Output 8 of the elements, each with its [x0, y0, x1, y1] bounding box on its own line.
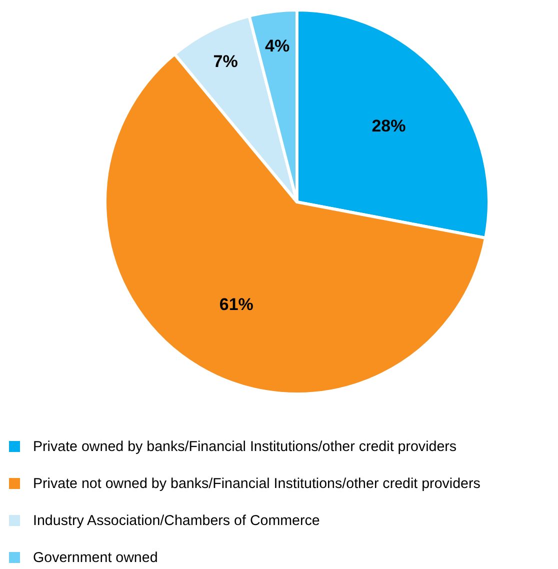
data-label: 28% — [372, 116, 406, 136]
legend-label: Private not owned by banks/Financial Institutions/other credit providers — [33, 476, 480, 492]
data-label: 7% — [213, 52, 238, 72]
data-label: 61% — [219, 294, 254, 314]
legend-label: Industry Association/Chambers of Commerce — [33, 513, 320, 529]
data-label: 4% — [264, 36, 290, 56]
legend-label: Private owned by banks/Financial Institutions/other credit providers — [33, 439, 457, 455]
legend-label: Government owned — [33, 550, 158, 566]
